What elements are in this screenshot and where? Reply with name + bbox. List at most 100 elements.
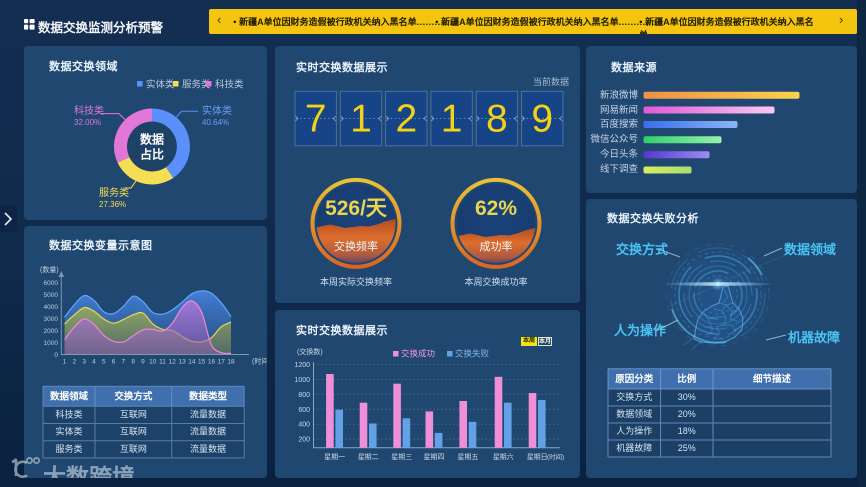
svg-text:数据领域: 数据领域: [616, 408, 652, 419]
svg-text:5000: 5000: [44, 292, 59, 299]
svg-text:流量数据: 流量数据: [190, 426, 226, 437]
svg-text:星期五: 星期五: [457, 453, 478, 461]
svg-text:数据领域: 数据领域: [784, 242, 836, 257]
svg-text:13: 13: [178, 359, 186, 366]
svg-text:本周实际交换频率: 本周实际交换频率: [320, 276, 392, 287]
svg-text:成功率: 成功率: [480, 239, 513, 253]
svg-text:数据类型: 数据类型: [188, 390, 228, 402]
svg-text:(时间): (时间): [547, 452, 564, 461]
svg-text:18%: 18%: [678, 426, 696, 436]
svg-text:人为操作: 人为操作: [614, 323, 666, 338]
svg-text:6000: 6000: [44, 280, 59, 287]
svg-text:20%: 20%: [678, 409, 696, 419]
svg-text:星期三: 星期三: [391, 453, 412, 461]
svg-text:32.00%: 32.00%: [74, 118, 101, 127]
svg-text:科技类: 科技类: [55, 408, 82, 419]
svg-text:星期六: 星期六: [493, 452, 514, 461]
svg-text:62%: 62%: [475, 197, 517, 220]
svg-text:服务类: 服务类: [182, 79, 211, 91]
svg-text:18: 18: [227, 359, 235, 366]
svg-text:今日头条: 今日头条: [600, 148, 639, 160]
svg-text:14: 14: [188, 359, 196, 366]
svg-text:800: 800: [298, 392, 310, 399]
svg-text:30%: 30%: [678, 392, 696, 402]
svg-text:40.64%: 40.64%: [202, 118, 229, 127]
svg-text:1: 1: [350, 97, 372, 140]
svg-text:10: 10: [149, 359, 157, 366]
svg-text:本周交换成功率: 本周交换成功率: [464, 276, 527, 287]
svg-text:细节描述: 细节描述: [753, 373, 792, 385]
svg-text:1200: 1200: [294, 362, 310, 369]
svg-text:科技类: 科技类: [74, 104, 104, 117]
svg-text:星期四: 星期四: [424, 453, 445, 461]
svg-text:2: 2: [73, 359, 77, 366]
svg-text:互联网: 互联网: [120, 409, 147, 419]
svg-text:6: 6: [112, 359, 116, 366]
svg-text:4000: 4000: [44, 304, 59, 311]
svg-text:2000: 2000: [44, 328, 59, 335]
svg-text:4: 4: [92, 359, 96, 366]
svg-text:1000: 1000: [44, 340, 59, 347]
svg-text:人为操作: 人为操作: [616, 425, 652, 436]
svg-text:16: 16: [208, 359, 216, 366]
svg-text:星期一: 星期一: [324, 453, 345, 461]
svg-text:原因分类: 原因分类: [615, 373, 654, 385]
svg-text:1: 1: [441, 97, 463, 140]
svg-text:机器故障: 机器故障: [616, 442, 652, 453]
svg-text:15: 15: [198, 359, 206, 366]
svg-text:服务类: 服务类: [99, 186, 129, 199]
svg-text:机器故障: 机器故障: [788, 330, 840, 345]
svg-text:互联网: 互联网: [120, 444, 147, 454]
svg-text:流量数据: 流量数据: [190, 408, 226, 419]
svg-text:流量数据: 流量数据: [190, 443, 226, 454]
svg-text:(交换数): (交换数): [297, 347, 323, 356]
svg-text:3000: 3000: [44, 316, 59, 323]
svg-text:3: 3: [82, 359, 86, 366]
svg-text:2: 2: [395, 97, 417, 140]
svg-text:0: 0: [54, 352, 58, 359]
svg-text:服务类: 服务类: [55, 443, 82, 454]
svg-text:交换方式: 交换方式: [616, 391, 652, 402]
svg-text:1: 1: [63, 359, 67, 366]
svg-text:9: 9: [141, 359, 145, 366]
svg-text:线下调查: 线下调查: [600, 163, 639, 175]
svg-text:7: 7: [122, 359, 126, 366]
svg-text:占比: 占比: [140, 147, 164, 162]
svg-text:(数量): (数量): [40, 265, 59, 274]
svg-text:400: 400: [298, 422, 310, 429]
svg-text:实体类: 实体类: [55, 426, 82, 437]
svg-text:526/天: 526/天: [325, 197, 388, 220]
svg-text:星期日: 星期日: [527, 453, 548, 461]
svg-text:互联网: 互联网: [120, 427, 147, 437]
svg-text:8: 8: [486, 97, 508, 140]
svg-text:1000: 1000: [294, 377, 310, 384]
svg-text:12: 12: [169, 359, 177, 366]
svg-text:5: 5: [102, 359, 106, 366]
svg-text:微信公众号: 微信公众号: [590, 133, 638, 145]
svg-text:比例: 比例: [677, 373, 696, 385]
svg-text:200: 200: [298, 437, 310, 444]
svg-text:新浪微博: 新浪微博: [600, 89, 639, 101]
svg-text:17: 17: [218, 359, 226, 366]
svg-text:交换成功: 交换成功: [401, 349, 435, 359]
svg-text:(时间): (时间): [252, 357, 267, 366]
svg-text:数据: 数据: [140, 132, 164, 147]
svg-text:600: 600: [298, 407, 310, 414]
svg-text:交换方式: 交换方式: [616, 242, 668, 257]
svg-text:实体类: 实体类: [146, 79, 175, 91]
svg-text:8: 8: [131, 359, 135, 366]
svg-text:11: 11: [159, 359, 166, 366]
svg-text:交换方式: 交换方式: [114, 390, 153, 402]
svg-text:交换频率: 交换频率: [334, 239, 378, 253]
svg-text:27.36%: 27.36%: [99, 200, 126, 209]
svg-text:25%: 25%: [678, 443, 696, 453]
svg-text:星期二: 星期二: [358, 453, 379, 461]
svg-text:百度搜索: 百度搜索: [600, 118, 638, 130]
svg-text:实体类: 实体类: [202, 104, 232, 117]
svg-text:数据领域: 数据领域: [49, 390, 89, 402]
svg-text:9: 9: [531, 97, 553, 140]
svg-text:网易新闻: 网易新闻: [600, 104, 638, 116]
svg-text:科技类: 科技类: [215, 79, 244, 91]
svg-text:交换失败: 交换失败: [455, 349, 490, 359]
svg-text:7: 7: [305, 97, 327, 140]
